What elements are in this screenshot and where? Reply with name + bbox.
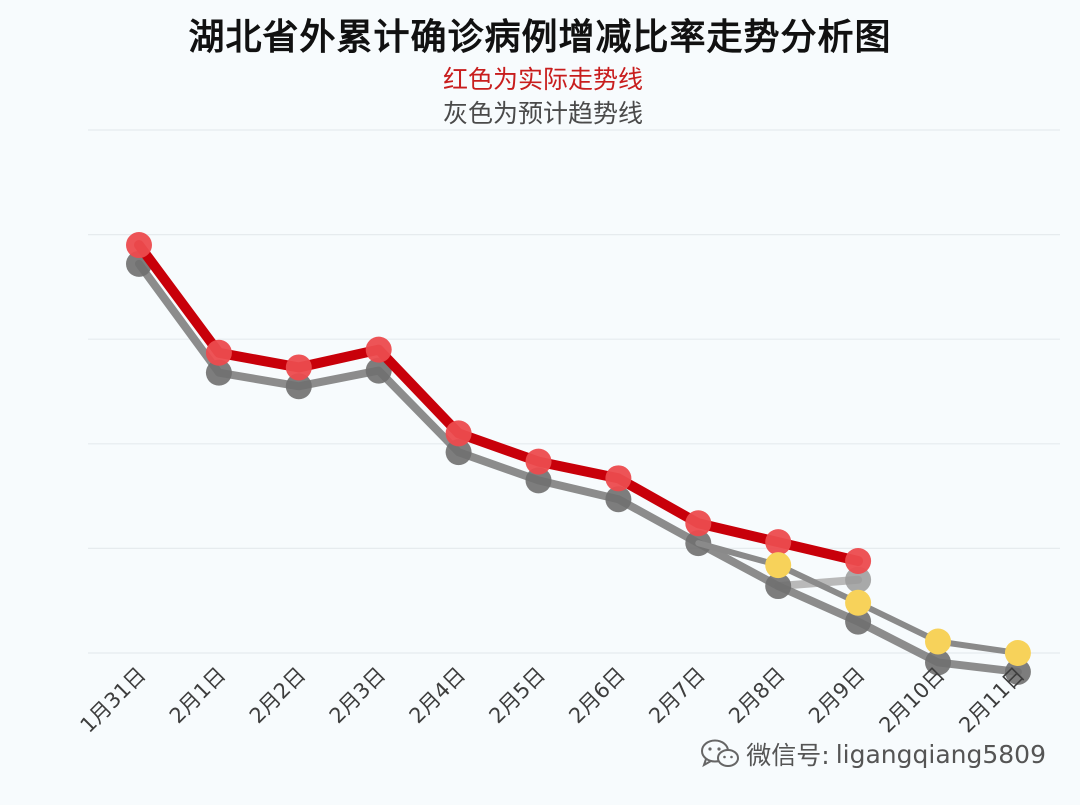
chart-title: 湖北省外累计确诊病例增减比率走势分析图 <box>188 17 892 58</box>
forecast-point <box>1004 658 1031 685</box>
forecast-point <box>445 439 472 466</box>
actual-point <box>845 547 872 574</box>
actual-point <box>605 465 632 492</box>
forecast-line <box>135 259 1022 676</box>
x-tick-label: 2月3日 <box>325 663 391 729</box>
actual-point <box>285 354 312 381</box>
series-layer <box>126 232 1031 685</box>
forecast-point <box>285 373 312 400</box>
forecast-point <box>365 357 392 384</box>
forecast-point <box>925 649 951 676</box>
forecast-point <box>845 608 872 635</box>
forecast-point <box>605 486 632 513</box>
projection-point <box>765 552 792 579</box>
projection-point <box>845 589 872 616</box>
x-axis-ticks: 1月31日 2月1日 2月2日 2月3日 2月4日 2月5日 2月6日 2月7日 2月8日 2月9… <box>76 663 1030 738</box>
x-tick-label: 2月2日 <box>245 663 311 729</box>
x-tick-label: 2月11日 <box>954 663 1029 738</box>
forecast-point <box>765 573 792 600</box>
x-tick-label: 2月9日 <box>804 663 870 729</box>
watermark: 微信号: ligangqiang5809 <box>700 736 1046 772</box>
actual-point <box>365 336 392 363</box>
x-tick-label: 2月10日 <box>875 663 950 738</box>
actual-point <box>126 232 152 259</box>
x-tick-label: 2月6日 <box>564 663 630 729</box>
x-tick-label: 2月8日 <box>724 663 790 729</box>
actual-point <box>525 448 552 475</box>
wechat-icon <box>701 739 740 768</box>
x-tick-label: 2月4日 <box>405 663 471 729</box>
projection-point <box>925 628 951 655</box>
forecast-branch-point <box>845 566 872 593</box>
x-tick-label: 2月7日 <box>644 663 710 729</box>
actual-point <box>685 510 712 537</box>
legend-forecast-note: 灰色为预计趋势线 <box>442 99 643 128</box>
actual-point <box>445 420 472 447</box>
x-tick-label: 2月5日 <box>484 663 550 729</box>
x-tick-label: 1月31日 <box>76 663 151 738</box>
legend-actual-note: 红色为实际走势线 <box>442 65 643 94</box>
projection-point <box>1004 640 1031 666</box>
forecast-point <box>205 359 232 386</box>
gridlines <box>88 129 1060 654</box>
forecast-point <box>525 467 552 494</box>
watermark-prefix: 微信号: <box>746 741 830 770</box>
actual-point <box>205 339 232 366</box>
watermark-account: ligangqiang5809 <box>835 739 1046 769</box>
x-tick-label: 2月1日 <box>165 663 231 729</box>
actual-line <box>134 240 864 566</box>
actual-point <box>765 529 792 556</box>
